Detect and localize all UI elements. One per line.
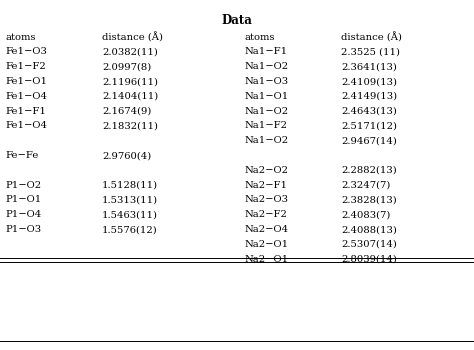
- Text: Na2−O3: Na2−O3: [244, 196, 288, 204]
- Text: Fe1−O4: Fe1−O4: [6, 92, 48, 101]
- Text: 2.5171(12): 2.5171(12): [341, 121, 397, 131]
- Text: Data: Data: [221, 14, 253, 27]
- Text: Fe−Fe: Fe−Fe: [6, 151, 39, 160]
- Text: 1.5463(11): 1.5463(11): [102, 210, 158, 219]
- Text: P1−O4: P1−O4: [6, 210, 42, 219]
- Text: 2.3525 (11): 2.3525 (11): [341, 48, 400, 56]
- Text: distance (Å): distance (Å): [341, 32, 402, 42]
- Text: 2.3641(13): 2.3641(13): [341, 62, 397, 71]
- Text: Fe1−O1: Fe1−O1: [6, 77, 48, 86]
- Text: 1.5576(12): 1.5576(12): [102, 225, 158, 234]
- Text: 2.4083(7): 2.4083(7): [341, 210, 391, 219]
- Text: P1−O3: P1−O3: [6, 225, 42, 234]
- Text: atoms: atoms: [244, 33, 274, 42]
- Text: 1.5128(11): 1.5128(11): [102, 181, 158, 190]
- Text: Na1−O2: Na1−O2: [244, 107, 288, 116]
- Text: Na2−O4: Na2−O4: [244, 225, 288, 234]
- Text: atoms: atoms: [6, 33, 36, 42]
- Text: Na2−O1: Na2−O1: [244, 255, 288, 264]
- Text: 2.3828(13): 2.3828(13): [341, 196, 397, 204]
- Text: Fe1−F1: Fe1−F1: [6, 107, 46, 116]
- Text: Na2−O2: Na2−O2: [244, 166, 288, 175]
- Text: 1.5313(11): 1.5313(11): [102, 196, 158, 204]
- Text: 2.3247(7): 2.3247(7): [341, 181, 391, 190]
- Text: 2.1196(11): 2.1196(11): [102, 77, 158, 86]
- Text: 2.4643(13): 2.4643(13): [341, 107, 397, 116]
- Text: Na1−F2: Na1−F2: [244, 121, 287, 131]
- Text: 2.1674(9): 2.1674(9): [102, 107, 151, 116]
- Text: Fe1−F2: Fe1−F2: [6, 62, 46, 71]
- Text: 2.5307(14): 2.5307(14): [341, 240, 397, 249]
- Text: P1−O1: P1−O1: [6, 196, 42, 204]
- Text: Na1−O3: Na1−O3: [244, 77, 288, 86]
- Text: P1−O2: P1−O2: [6, 181, 42, 190]
- Text: Na2−F2: Na2−F2: [244, 210, 287, 219]
- Text: 2.9760(4): 2.9760(4): [102, 151, 151, 160]
- Text: Na2−F1: Na2−F1: [244, 181, 287, 190]
- Text: 2.4149(13): 2.4149(13): [341, 92, 397, 101]
- Text: Fe1−O4: Fe1−O4: [6, 121, 48, 131]
- Text: distance (Å): distance (Å): [102, 32, 163, 42]
- Text: Na2−O1: Na2−O1: [244, 240, 288, 249]
- Text: 2.9467(14): 2.9467(14): [341, 136, 397, 145]
- Text: 2.2882(13): 2.2882(13): [341, 166, 397, 175]
- Text: 2.4088(13): 2.4088(13): [341, 225, 397, 234]
- Text: 2.1832(11): 2.1832(11): [102, 121, 158, 131]
- Text: 2.0382(11): 2.0382(11): [102, 48, 158, 56]
- Text: 2.1404(11): 2.1404(11): [102, 92, 158, 101]
- Text: Na1−O1: Na1−O1: [244, 92, 288, 101]
- Text: 2.8039(14): 2.8039(14): [341, 255, 397, 264]
- Text: 2.0997(8): 2.0997(8): [102, 62, 151, 71]
- Text: 2.4109(13): 2.4109(13): [341, 77, 397, 86]
- Text: Fe1−O3: Fe1−O3: [6, 48, 47, 56]
- Text: Na1−O2: Na1−O2: [244, 136, 288, 145]
- Text: Na1−F1: Na1−F1: [244, 48, 287, 56]
- Text: Na1−O2: Na1−O2: [244, 62, 288, 71]
